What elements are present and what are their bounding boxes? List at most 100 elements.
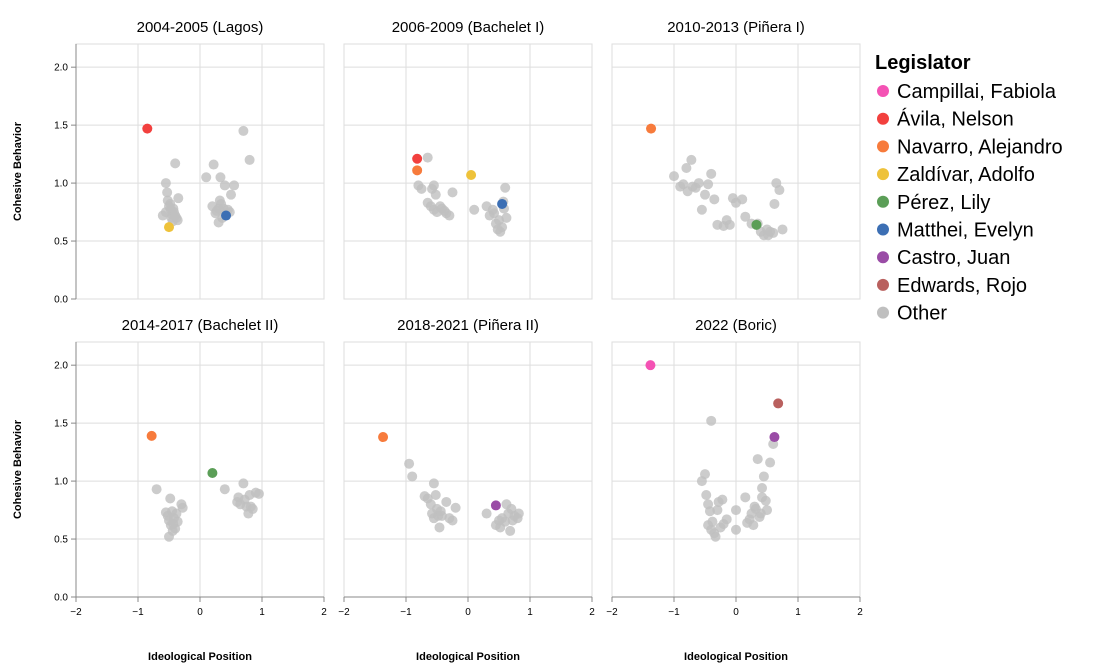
point-other xyxy=(177,502,188,513)
y-tick-label: 2.0 xyxy=(54,63,68,74)
point-other xyxy=(758,471,769,482)
point-other xyxy=(717,494,728,505)
point-other xyxy=(500,182,511,193)
point-other xyxy=(740,211,751,222)
point-other xyxy=(469,204,480,215)
legend-swatch xyxy=(877,251,889,264)
point-other xyxy=(165,493,176,504)
legend-item: Navarro, Alejandro xyxy=(877,136,1063,158)
point-other xyxy=(489,208,500,219)
point-zaldivar-adolfo xyxy=(466,169,477,180)
point-other xyxy=(724,219,735,230)
point-other xyxy=(219,484,230,495)
point-other xyxy=(731,505,741,516)
series-other xyxy=(696,415,779,542)
y-tick-label: 0.5 xyxy=(54,237,68,248)
point-other xyxy=(434,522,445,533)
legend-item: Zaldívar, Adolfo xyxy=(877,164,1035,186)
legend-swatch xyxy=(877,195,889,208)
legend-swatch xyxy=(877,112,889,125)
panel-title: 2010-2013 (Piñera I) xyxy=(667,19,805,36)
x-tick-label: 2 xyxy=(589,607,595,618)
point-other xyxy=(696,204,707,215)
series-other xyxy=(413,152,512,237)
panel-5: 2018-2021 (Piñera II) −2 −1 0 1 2 Ideological … xyxy=(338,317,595,663)
y-tick-label: 0.5 xyxy=(54,535,68,546)
x-tick-label: −2 xyxy=(70,607,82,618)
point-avila-nelson xyxy=(142,123,153,134)
point-other xyxy=(710,531,721,542)
point-avila-nelson xyxy=(412,153,423,164)
point-navarro-alejandro xyxy=(378,432,389,443)
point-perez-lily xyxy=(751,219,762,230)
y-tick-label: 1.0 xyxy=(54,179,68,190)
point-other xyxy=(447,515,458,526)
point-zaldivar-adolfo xyxy=(164,222,174,233)
legend-swatch xyxy=(877,140,889,153)
point-matthei-evelyn xyxy=(221,210,232,221)
y-tick-label: 1.5 xyxy=(54,121,68,132)
y-tick-label: 1.0 xyxy=(54,477,68,488)
point-other xyxy=(247,503,258,514)
panel-4: 2014-2017 (Bachelet II) 0.0 0.5 1.0 1.5 2.0 Co… xyxy=(12,317,327,663)
y-tick-label: 2.0 xyxy=(54,361,68,372)
legend: Legislator Campillai, Fabiola Ávila, Nelso… xyxy=(875,52,1063,325)
x-tick-label: −2 xyxy=(338,607,350,618)
point-other xyxy=(208,159,219,170)
legend-label: Campillai, Fabiola xyxy=(897,81,1057,103)
point-other xyxy=(441,496,452,507)
x-tick-label: 2 xyxy=(321,607,327,618)
point-other xyxy=(706,168,717,179)
legend-label: Castro, Juan xyxy=(897,247,1010,269)
point-other xyxy=(404,458,415,469)
point-other xyxy=(201,172,212,183)
point-other xyxy=(703,179,714,190)
y-tick-label: 0.0 xyxy=(54,295,68,306)
x-tick-label: −2 xyxy=(606,607,618,618)
legend-label: Pérez, Lily xyxy=(897,192,990,214)
point-other xyxy=(253,488,264,499)
panel-title: 2004-2005 (Lagos) xyxy=(137,19,264,36)
point-other xyxy=(172,215,183,226)
point-other xyxy=(229,180,240,191)
point-other xyxy=(769,198,780,209)
point-other xyxy=(428,180,439,191)
point-matthei-evelyn xyxy=(497,198,508,209)
point-other xyxy=(706,415,717,426)
legend-label: Other xyxy=(897,303,947,325)
legend-swatch xyxy=(877,85,889,97)
y-tick-label: 1.5 xyxy=(54,419,68,430)
point-other xyxy=(238,478,249,489)
point-other xyxy=(481,508,492,519)
point-other xyxy=(740,492,751,503)
x-axis-title: Ideological Position xyxy=(416,651,520,663)
point-other xyxy=(215,172,226,183)
point-castro-juan xyxy=(490,500,501,511)
point-other xyxy=(737,194,748,205)
point-other xyxy=(450,502,461,513)
point-navarro-alejandro xyxy=(412,165,423,176)
point-other xyxy=(428,478,439,489)
series-other xyxy=(157,125,255,228)
point-other xyxy=(721,514,732,525)
legend-label: Zaldívar, Adolfo xyxy=(897,164,1035,186)
point-other xyxy=(244,154,255,165)
point-other xyxy=(704,506,715,517)
y-axis-title: Cohesive Behavior xyxy=(12,419,24,519)
point-other xyxy=(447,187,458,198)
point-castro-juan xyxy=(769,432,780,443)
panel-title: 2018-2021 (Piñera II) xyxy=(397,317,539,334)
point-other xyxy=(707,516,718,527)
panel-1: 2004-2005 (Lagos) 0.0 0.5 1.0 1.5 2.0 Cohesive… xyxy=(12,19,325,306)
point-other xyxy=(757,483,768,494)
point-other xyxy=(765,457,776,468)
point-other xyxy=(757,492,768,503)
x-tick-label: 1 xyxy=(527,607,533,618)
point-other xyxy=(774,185,785,196)
panel-frame xyxy=(343,43,593,300)
panel-3: 2010-2013 (Piñera I) xyxy=(611,19,861,300)
legend-item: Pérez, Lily xyxy=(877,192,990,214)
point-other xyxy=(752,454,763,465)
legend-label: Matthei, Evelyn xyxy=(897,220,1034,242)
point-other xyxy=(407,471,418,482)
